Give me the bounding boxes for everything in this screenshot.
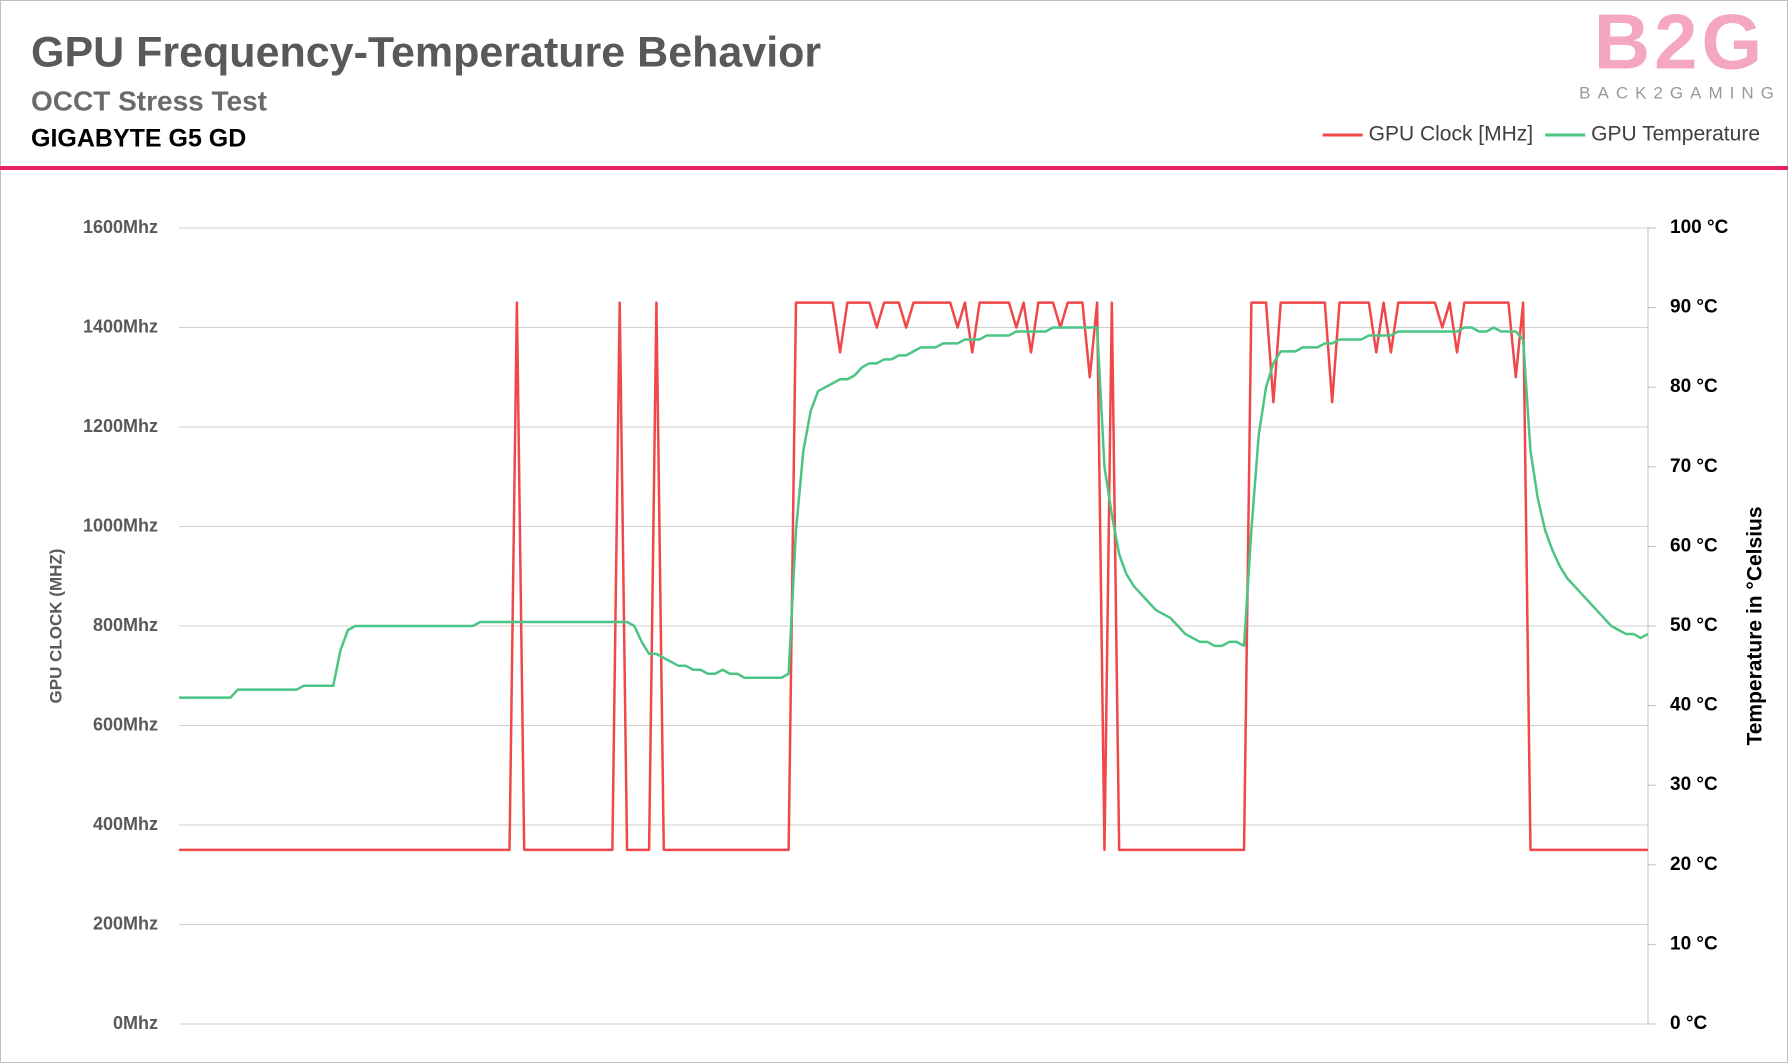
y2-tick-label: 20 °C (1670, 854, 1718, 875)
y2-tick-label: 80 °C (1670, 376, 1718, 397)
y2-tick-label: 30 °C (1670, 774, 1718, 795)
y2-tick-label: 70 °C (1670, 456, 1718, 477)
y2-tick-label: 10 °C (1670, 933, 1718, 954)
header-rule (0, 166, 1788, 170)
series-line (179, 301, 1648, 852)
series-line (179, 326, 1649, 699)
y2-tick-label: 90 °C (1670, 297, 1718, 318)
chart-subtitle: OCCT Stress Test (31, 85, 267, 116)
y-tick-label: 1600Mhz (83, 217, 158, 237)
y-tick-label: 1400Mhz (83, 316, 158, 336)
device-name: GIGABYTE G5 GD (31, 125, 246, 153)
y-tick-label: 600Mhz (93, 714, 158, 734)
y-tick-label: 1200Mhz (83, 416, 158, 436)
y2-tick-label: 100 °C (1670, 217, 1729, 238)
y-tick-label: 0Mhz (113, 1013, 158, 1033)
y2-axis-label: Temperature in °Celsius (1744, 506, 1767, 745)
y2-tick-label: 60 °C (1670, 535, 1718, 556)
y2-tick-label: 0 °C (1670, 1013, 1707, 1034)
y-tick-label: 400Mhz (93, 814, 158, 834)
y-axis-label: GPU CLOCK (MHZ) (46, 549, 65, 704)
legend-label: GPU Clock [MHz] (1369, 123, 1534, 146)
y-tick-label: 800Mhz (93, 615, 158, 635)
chart-title: GPU Frequency-Temperature Behavior (31, 28, 821, 76)
logo-text: BACK2GAMING (1579, 83, 1781, 102)
y2-tick-label: 40 °C (1670, 695, 1718, 716)
legend-label: GPU Temperature (1591, 123, 1760, 146)
y-tick-label: 1000Mhz (83, 515, 158, 535)
legend: GPU Temperature GPU Clock [MHz] (1322, 123, 1760, 146)
y2-tick-label: 50 °C (1670, 615, 1718, 636)
logo-mark: B2G (1594, 0, 1766, 86)
y-tick-label: 200Mhz (93, 913, 158, 933)
